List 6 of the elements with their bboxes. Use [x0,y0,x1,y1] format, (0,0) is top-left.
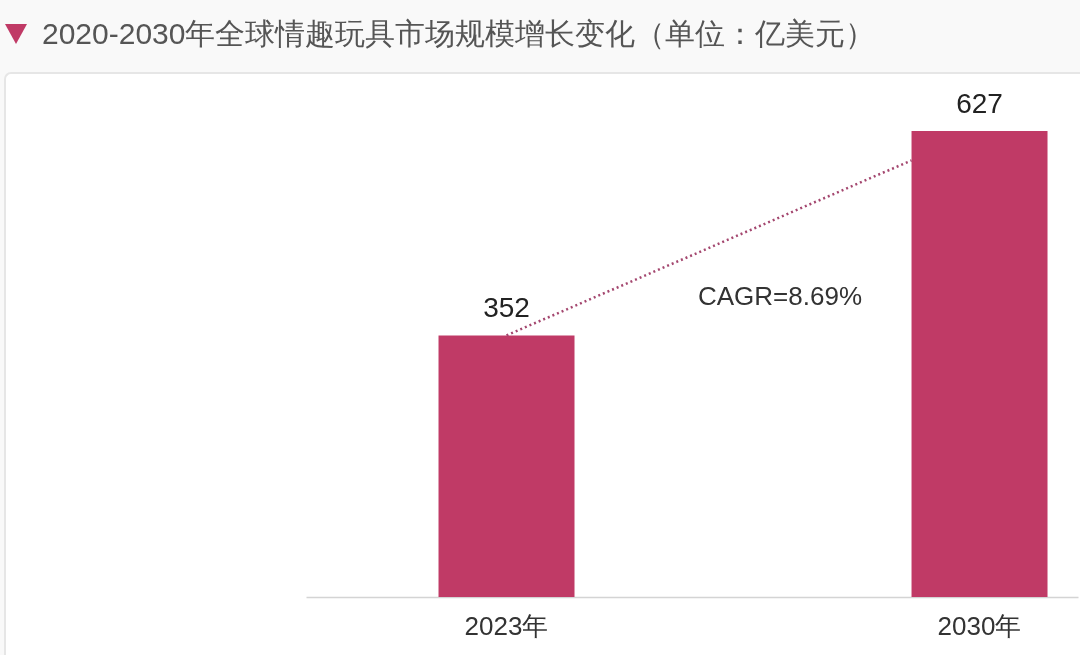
data-label: 627 [956,88,1003,119]
data-label: 352 [483,292,530,324]
annotation: CAGR=8.69% [697,281,863,311]
x-tick-label: 2023年 [464,610,549,641]
x-tick-label: 2030年 [937,610,1022,641]
chart-title: 2020-2030年全球情趣玩具市场规模增长变化（单位：亿美元） [42,16,876,52]
